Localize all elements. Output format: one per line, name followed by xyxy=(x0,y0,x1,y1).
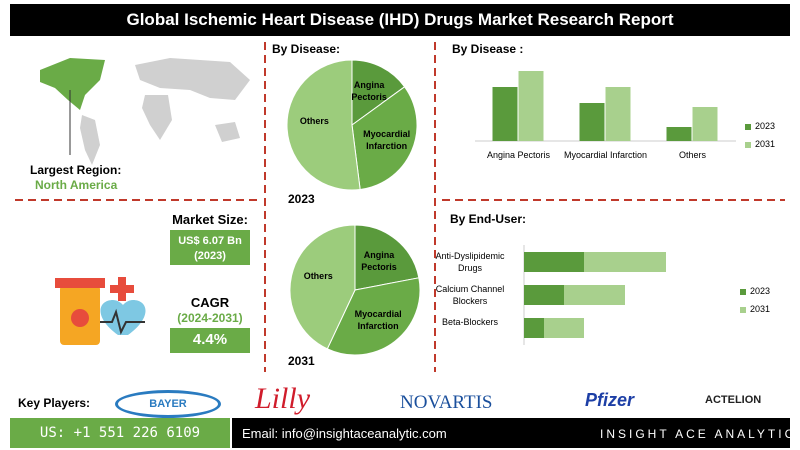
cagr-period: (2024-2031) xyxy=(177,311,243,325)
email: Email: info@insightaceanalytic.com xyxy=(242,426,447,441)
chart-title: By End-User: xyxy=(450,212,527,226)
pie-label: Angina Pectoris xyxy=(361,249,397,272)
logo-bayer: BAYER xyxy=(115,390,221,418)
header-bar xyxy=(10,4,790,36)
legend-label: 2023 xyxy=(755,121,776,131)
x-tick-label: Others xyxy=(678,150,706,160)
x-tick-label: Myocardial Infarction xyxy=(563,150,648,160)
legend-swatch xyxy=(745,142,751,148)
pie-caption: 2023 xyxy=(288,192,315,206)
pie-label: Others xyxy=(299,116,329,127)
y-tick-label: Beta-Blockers xyxy=(441,317,499,327)
legend-label: 2031 xyxy=(755,139,776,149)
market-size-value: US$ 6.07 Bn xyxy=(178,235,242,247)
logo-lilly: Lilly xyxy=(255,382,311,415)
pie-slice xyxy=(354,224,420,291)
y-tick-label: Anti-Dyslipidemic Drugs xyxy=(435,251,505,273)
title: Global Ischemic Heart Disease (IHD) Drug… xyxy=(126,10,674,29)
pie-label: Myocardial Infarction xyxy=(354,308,402,331)
bar xyxy=(666,127,692,141)
legend-swatch xyxy=(740,307,746,313)
chart-title: By Disease: xyxy=(272,42,341,56)
region-label: Largest Region: xyxy=(30,163,122,177)
bar xyxy=(524,252,584,272)
x-tick-label: Angina Pectoris xyxy=(486,150,551,160)
dividers xyxy=(15,42,785,372)
bar xyxy=(518,71,544,141)
bar xyxy=(692,107,718,141)
legend-swatch xyxy=(740,289,746,295)
phone-box xyxy=(10,418,230,448)
market-size-box xyxy=(170,230,250,265)
region-value: North America xyxy=(35,178,118,192)
bar xyxy=(584,252,666,272)
cagr-box xyxy=(170,328,250,353)
phone: US: +1 551 226 6109 xyxy=(39,425,201,441)
chart-title: By Disease : xyxy=(452,42,524,56)
cagr-value: 4.4% xyxy=(192,331,228,348)
key-players-label: Key Players: xyxy=(18,396,91,410)
bar xyxy=(579,103,605,141)
bar xyxy=(524,318,544,338)
logo-actelion: ACTELION xyxy=(705,394,762,406)
bar xyxy=(524,285,564,305)
cagr-label: CAGR xyxy=(190,295,230,310)
legend-label: 2031 xyxy=(750,304,771,314)
pie-label: Angina Pectoris xyxy=(351,80,387,103)
y-tick-label: Calcium Channel Blockers xyxy=(435,284,505,306)
pie-slice xyxy=(351,86,418,191)
market-size-label: Market Size: xyxy=(172,212,248,227)
pie-slice xyxy=(286,59,361,191)
world-map xyxy=(40,58,250,165)
pie-slice xyxy=(326,277,421,356)
market-size-year: (2023) xyxy=(194,250,226,262)
pie-caption: 2031 xyxy=(288,354,315,368)
pie-label: Others xyxy=(303,270,333,281)
brand: INSIGHT ACE ANALYTIC xyxy=(600,427,797,441)
legend-label: 2023 xyxy=(750,286,771,296)
bar xyxy=(492,87,518,141)
pie-slice xyxy=(351,59,406,126)
bar xyxy=(605,87,631,141)
bar xyxy=(544,318,584,338)
pie-slice xyxy=(289,224,356,350)
pie-label: Myocardial Infarction xyxy=(363,128,411,151)
logo-novartis: NOVARTIS xyxy=(400,392,493,413)
bar xyxy=(564,285,625,305)
medicine-icons xyxy=(55,277,146,345)
email-bar xyxy=(232,418,790,448)
legend-swatch xyxy=(745,124,751,130)
logo-pfizer: Pfizer xyxy=(585,390,635,410)
